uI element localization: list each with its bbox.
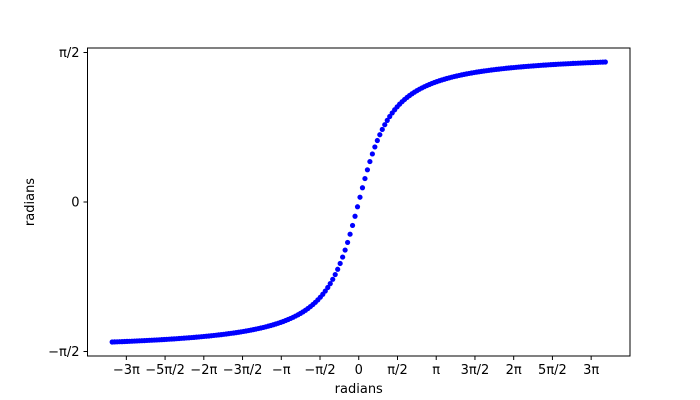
data-point	[602, 59, 608, 65]
data-point	[325, 284, 331, 291]
scatter-series	[109, 59, 608, 345]
axes-frame	[87, 47, 631, 357]
data-point	[332, 271, 338, 278]
y-tick-label: −π/2	[48, 345, 79, 360]
x-axis-label: radians	[335, 382, 383, 397]
y-tick-label: 0	[71, 196, 79, 211]
data-point	[374, 137, 380, 144]
data-point	[335, 266, 341, 272]
y-axis-label: radians	[23, 178, 38, 226]
data-point	[379, 126, 385, 133]
data-point	[362, 175, 368, 182]
x-tick-label: −3π	[113, 363, 140, 378]
data-point	[342, 247, 348, 253]
data-point	[352, 213, 358, 219]
data-point	[372, 144, 378, 150]
x-tick-label: 2π	[506, 363, 522, 378]
data-point	[364, 167, 371, 173]
x-tick-label: 3π/2	[461, 363, 490, 378]
data-point	[367, 158, 373, 165]
x-tick-label: 3π	[583, 363, 599, 378]
data-point	[347, 231, 353, 237]
x-tick-label: 0	[355, 363, 363, 378]
x-axis-ticks: −3π −5π/2 −2π −3π/2 −π −π/2 0 π/2 π 3π/2 2π 5π/2 3π	[113, 356, 599, 378]
x-tick-label: π	[432, 363, 440, 378]
x-tick-label: −3π/2	[223, 363, 263, 378]
data-point	[327, 281, 333, 287]
x-tick-label: −2π	[190, 363, 217, 378]
data-point	[377, 132, 383, 138]
x-tick-label: π/2	[387, 363, 407, 378]
data-point	[384, 117, 390, 123]
x-tick-label: −π/2	[304, 363, 335, 378]
y-axis-ticks: −π/2 0 π/2	[48, 46, 88, 360]
data-point	[340, 254, 346, 260]
data-point	[354, 204, 361, 210]
data-point	[330, 276, 336, 282]
x-tick-label: −π	[272, 363, 291, 378]
y-tick-label: π/2	[59, 46, 79, 61]
data-point	[359, 185, 366, 191]
data-point	[337, 260, 343, 267]
data-point	[382, 122, 388, 128]
data-point	[357, 194, 363, 200]
data-point	[345, 239, 351, 246]
data-point	[349, 222, 356, 229]
x-tick-label: 5π/2	[538, 363, 567, 378]
x-tick-label: −5π/2	[145, 363, 185, 378]
data-point	[369, 151, 375, 157]
